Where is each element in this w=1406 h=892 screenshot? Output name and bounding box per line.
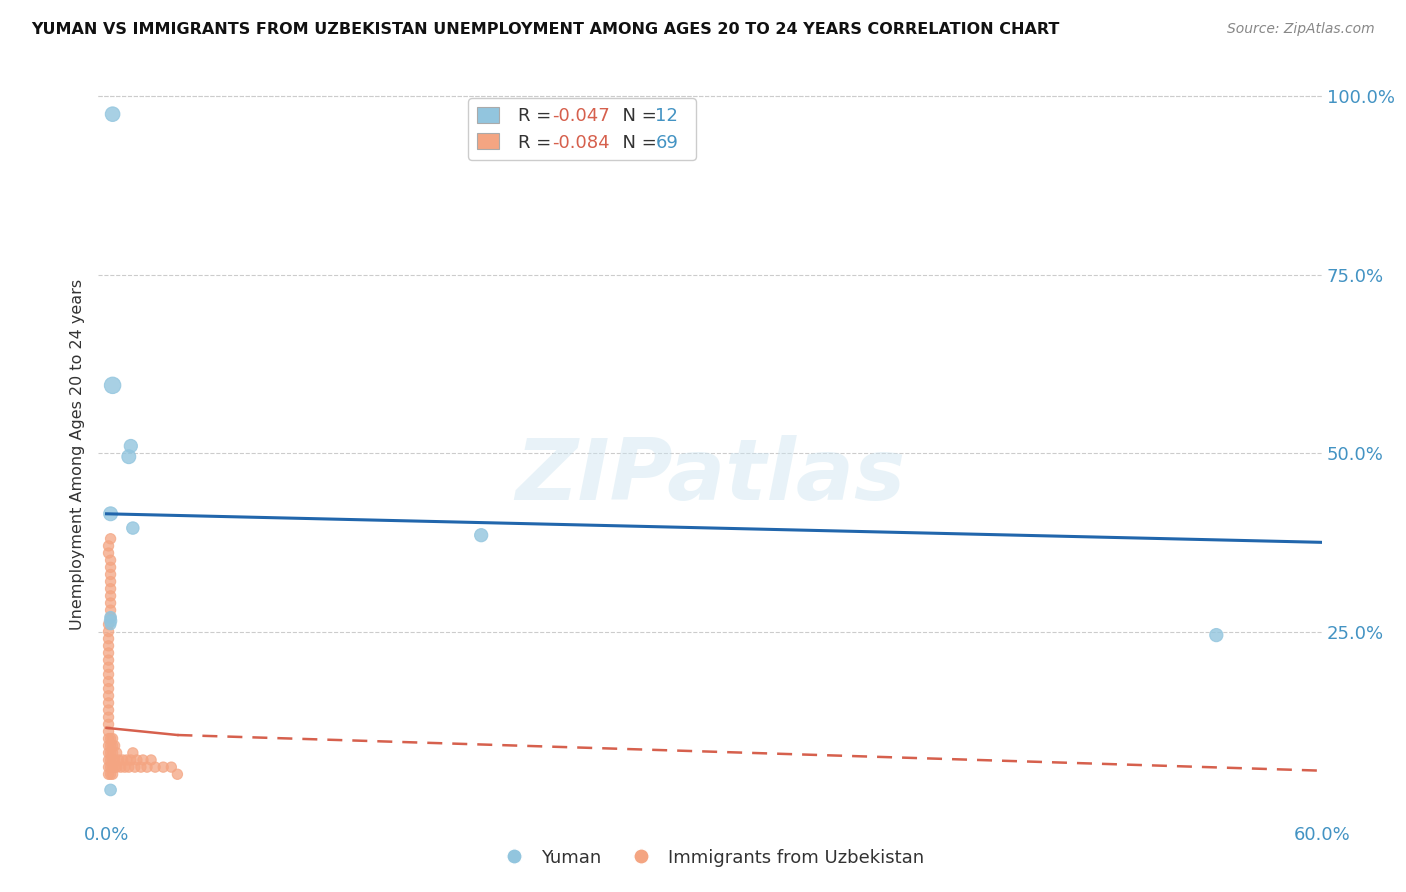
Text: Source: ZipAtlas.com: Source: ZipAtlas.com: [1227, 22, 1375, 37]
Point: [470, 528, 492, 542]
Point: [97, 624, 120, 639]
Point: [136, 760, 159, 774]
Point: [1205, 628, 1227, 642]
Point: [101, 107, 124, 121]
Point: [97, 767, 120, 781]
Point: [132, 753, 155, 767]
Point: [97, 753, 120, 767]
Point: [97, 717, 120, 731]
Point: [100, 589, 122, 603]
Text: ZIPatlas: ZIPatlas: [515, 435, 905, 518]
Text: N =: N =: [612, 106, 662, 125]
Point: [110, 760, 132, 774]
Point: [97, 731, 120, 746]
Point: [125, 753, 148, 767]
Point: [97, 617, 120, 632]
Point: [101, 739, 124, 753]
Point: [100, 610, 122, 624]
Point: [143, 760, 166, 774]
Point: [97, 639, 120, 653]
Point: [100, 617, 122, 632]
Point: [105, 760, 128, 774]
Point: [97, 760, 120, 774]
Point: [97, 689, 120, 703]
Point: [166, 767, 188, 781]
Point: [100, 731, 122, 746]
Point: [100, 574, 122, 589]
Text: -0.084: -0.084: [553, 134, 610, 152]
Point: [100, 746, 122, 760]
Point: [100, 753, 122, 767]
Point: [129, 760, 152, 774]
Point: [114, 760, 136, 774]
Text: 69: 69: [655, 134, 678, 152]
Point: [100, 560, 122, 574]
Point: [100, 783, 122, 797]
Point: [100, 567, 122, 582]
Point: [100, 760, 122, 774]
Point: [97, 667, 120, 681]
Point: [101, 746, 124, 760]
Text: YUMAN VS IMMIGRANTS FROM UZBEKISTAN UNEMPLOYMENT AMONG AGES 20 TO 24 YEARS CORRE: YUMAN VS IMMIGRANTS FROM UZBEKISTAN UNEM…: [31, 22, 1059, 37]
Point: [97, 660, 120, 674]
Point: [104, 760, 127, 774]
Point: [97, 646, 120, 660]
Point: [100, 582, 122, 596]
Point: [105, 746, 128, 760]
Point: [100, 767, 122, 781]
Point: [100, 532, 122, 546]
Point: [100, 603, 122, 617]
Point: [115, 753, 138, 767]
Point: [97, 724, 120, 739]
Legend: Yuman, Immigrants from Uzbekistan: Yuman, Immigrants from Uzbekistan: [489, 841, 931, 874]
Point: [97, 674, 120, 689]
Point: [100, 614, 122, 628]
Point: [124, 760, 146, 774]
Point: [152, 760, 174, 774]
Point: [104, 739, 127, 753]
Point: [100, 553, 122, 567]
Point: [100, 739, 122, 753]
Point: [97, 539, 120, 553]
Point: [97, 746, 120, 760]
Point: [101, 753, 124, 767]
Point: [121, 746, 143, 760]
Point: [101, 731, 124, 746]
Point: [97, 632, 120, 646]
Point: [97, 710, 120, 724]
Point: [101, 767, 124, 781]
Point: [97, 703, 120, 717]
Point: [97, 546, 120, 560]
Y-axis label: Unemployment Among Ages 20 to 24 years: Unemployment Among Ages 20 to 24 years: [70, 279, 86, 631]
Point: [118, 450, 141, 464]
Point: [100, 610, 122, 624]
Point: [160, 760, 183, 774]
Point: [100, 596, 122, 610]
Point: [118, 760, 141, 774]
Text: R =: R =: [519, 134, 557, 152]
Point: [139, 753, 162, 767]
Point: [97, 653, 120, 667]
Point: [97, 696, 120, 710]
Point: [107, 753, 129, 767]
Text: -0.047: -0.047: [553, 106, 610, 125]
Point: [101, 760, 124, 774]
Point: [101, 378, 124, 392]
Text: R =: R =: [519, 106, 557, 125]
Point: [100, 507, 122, 521]
Text: 12: 12: [655, 106, 678, 125]
Point: [121, 521, 143, 535]
Point: [120, 753, 142, 767]
Point: [97, 681, 120, 696]
Point: [120, 439, 142, 453]
Text: N =: N =: [612, 134, 662, 152]
Point: [104, 753, 127, 767]
Point: [97, 739, 120, 753]
Point: [111, 753, 134, 767]
